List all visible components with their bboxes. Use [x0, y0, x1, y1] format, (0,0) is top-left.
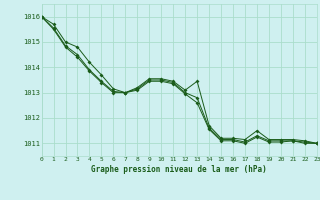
X-axis label: Graphe pression niveau de la mer (hPa): Graphe pression niveau de la mer (hPa)	[91, 165, 267, 174]
